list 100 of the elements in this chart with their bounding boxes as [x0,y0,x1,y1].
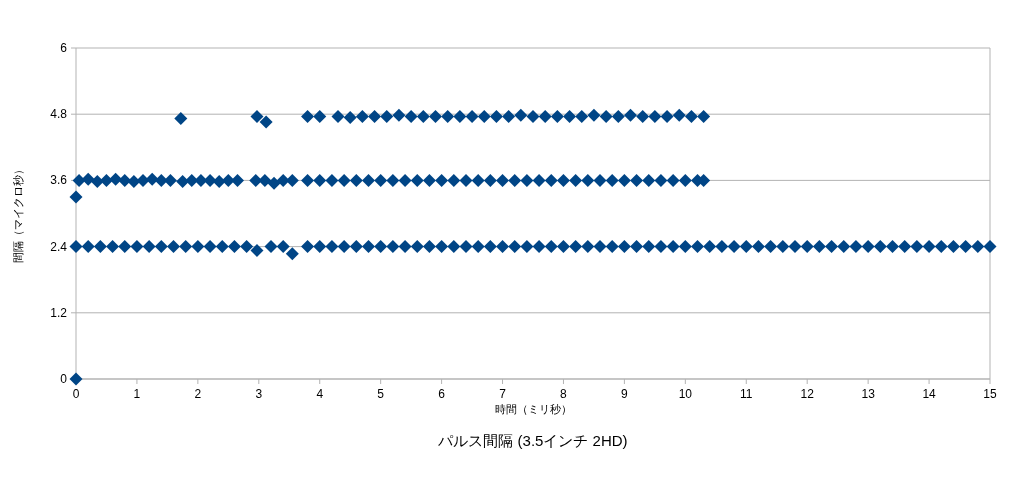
point [678,173,692,187]
point [230,173,244,187]
point [593,173,607,187]
point [69,372,83,386]
point [343,111,357,125]
point [684,109,698,123]
point [465,109,479,123]
text: パルス間隔 (3.5インチ 2HD) [437,432,628,449]
y-axis-title: 間隔（マイクロ秒） [12,164,24,263]
point [145,172,159,186]
point [489,109,503,123]
point [301,109,315,123]
x-tick-label: 15 [983,387,997,401]
point [429,109,443,123]
point [666,173,680,187]
x-tick-label: 5 [377,387,385,401]
point [447,173,461,187]
point [422,173,436,187]
point [502,109,516,123]
point [258,173,272,187]
point [276,173,290,187]
point [441,109,455,123]
point [617,173,631,187]
point [697,109,711,123]
point [69,190,83,204]
point [477,109,491,123]
point [587,108,601,122]
point [267,176,281,190]
point [99,173,113,187]
point [453,109,467,123]
point [605,173,619,187]
point [221,173,235,187]
point [331,109,345,123]
point [313,109,327,123]
point [416,109,430,123]
x-tick-label: 12 [800,387,815,401]
point [636,109,650,123]
point [532,173,546,187]
x-tick-label: 9 [621,387,629,401]
point [90,175,104,188]
point [163,173,177,187]
point [538,109,552,123]
point [176,175,190,188]
y-tick-label: 1.2 [50,305,68,320]
x-tick-label: 1 [133,387,141,401]
point [550,109,564,123]
point [563,109,577,123]
x-tick-label: 6 [438,387,446,401]
point [611,109,625,123]
point [648,109,662,123]
point [672,108,686,122]
y-tick-label: 6 [60,41,68,55]
point [544,173,558,187]
y-tick-label: 4.8 [50,107,68,122]
point [212,175,226,188]
point [374,173,388,187]
x-tick-label: 10 [678,387,693,401]
point [660,109,674,123]
x-tick-label: 13 [861,387,876,401]
point [250,109,264,123]
point [599,109,613,123]
point [81,172,95,186]
y-tick-label: 0 [60,372,68,386]
point [301,173,315,187]
point [285,173,299,187]
point [118,173,132,187]
point [654,173,668,187]
point [459,173,473,187]
point [361,173,375,187]
point [581,173,595,187]
point [174,112,188,126]
point [349,173,363,187]
point [630,173,644,187]
point [203,173,217,187]
point [435,173,449,187]
x-tick-label: 4 [316,387,324,401]
point [355,109,369,123]
point [404,109,418,123]
point [410,173,424,187]
point [483,173,497,187]
point [368,109,382,123]
point [380,109,394,123]
x-tick-label: 7 [499,387,507,401]
point [575,109,589,123]
point [325,173,339,187]
x-tick-label: 14 [922,387,937,401]
point [337,173,351,187]
point [526,109,540,123]
point [471,173,485,187]
point [642,173,656,187]
x-tick-label: 11 [740,387,753,401]
point [127,175,141,188]
point [386,173,400,187]
point [569,173,583,187]
point [496,173,510,187]
x-axis-title: 時間（ミリ秒） [494,403,572,415]
x-tick-label: 2 [194,387,202,401]
x-tick-label: 8 [560,387,568,401]
point [556,173,570,187]
point [392,108,406,122]
